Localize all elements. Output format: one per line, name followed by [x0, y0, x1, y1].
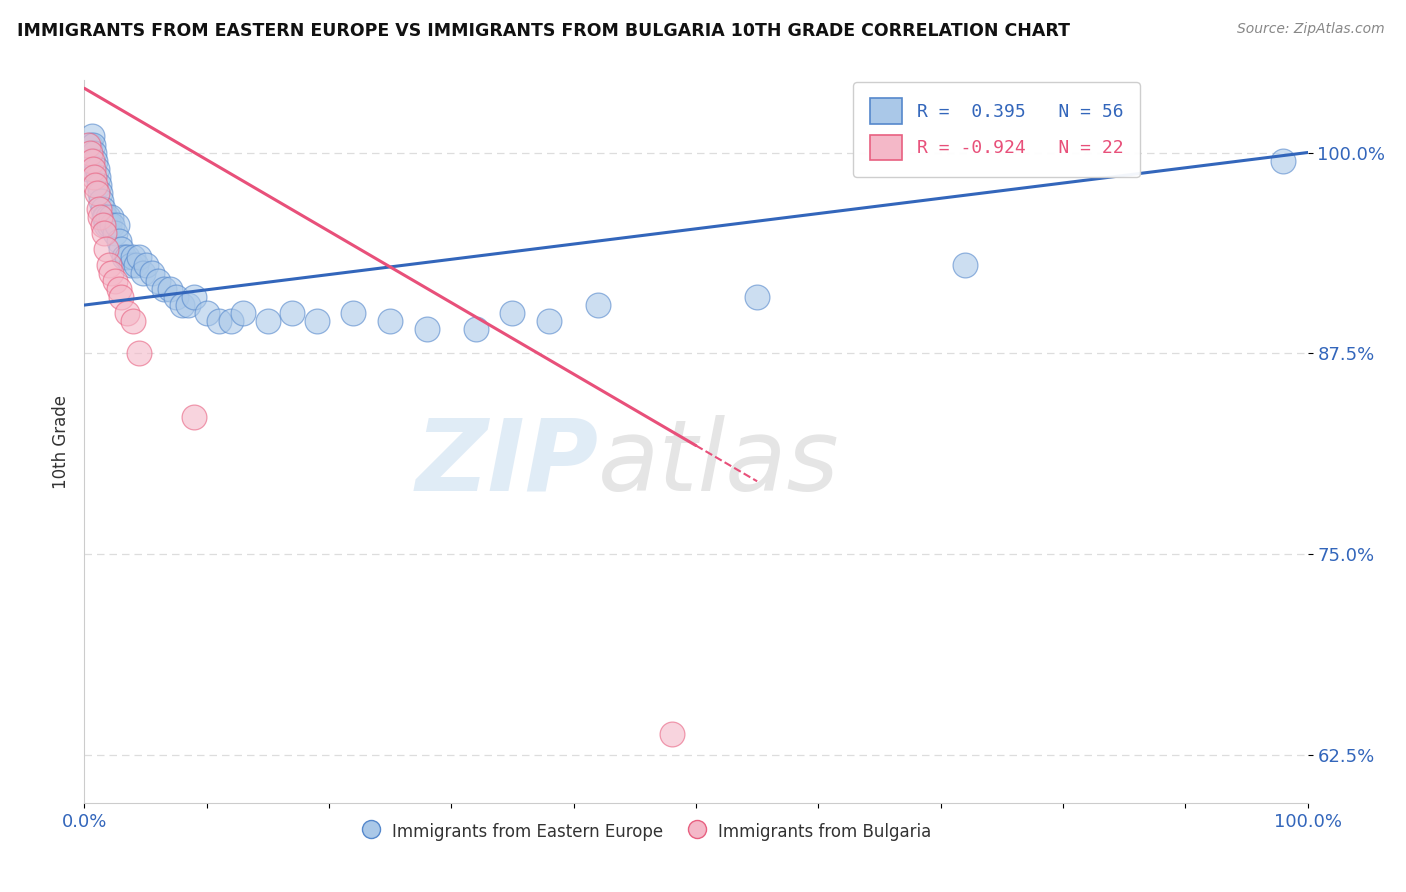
- Point: [159, 282, 181, 296]
- Point: [538, 314, 561, 328]
- Point: [84, 153, 107, 168]
- Point: [83, 145, 105, 160]
- Point: [84, 178, 107, 192]
- Point: [96, 218, 118, 232]
- Point: [257, 314, 280, 328]
- Point: [661, 727, 683, 741]
- Point: [380, 314, 402, 328]
- Point: [82, 137, 104, 152]
- Point: [100, 266, 122, 280]
- Point: [90, 194, 112, 208]
- Point: [97, 258, 120, 272]
- Point: [183, 410, 205, 425]
- Text: ZIP: ZIP: [415, 415, 598, 512]
- Point: [79, 145, 101, 160]
- Point: [83, 169, 105, 184]
- Point: [177, 298, 200, 312]
- Text: IMMIGRANTS FROM EASTERN EUROPE VS IMMIGRANTS FROM BULGARIA 10TH GRADE CORRELATIO: IMMIGRANTS FROM EASTERN EUROPE VS IMMIGR…: [17, 22, 1070, 40]
- Point: [122, 314, 145, 328]
- Point: [97, 210, 120, 224]
- Point: [112, 250, 135, 264]
- Point: [89, 210, 111, 224]
- Point: [153, 282, 176, 296]
- Point: [97, 218, 120, 232]
- Point: [120, 258, 142, 272]
- Legend: Immigrants from Eastern Europe, Immigrants from Bulgaria: Immigrants from Eastern Europe, Immigran…: [356, 815, 938, 848]
- Point: [953, 258, 976, 272]
- Point: [195, 306, 218, 320]
- Point: [82, 161, 104, 176]
- Point: [93, 210, 115, 224]
- Point: [107, 282, 129, 296]
- Text: atlas: atlas: [598, 415, 839, 512]
- Point: [91, 202, 114, 216]
- Point: [146, 274, 169, 288]
- Point: [115, 306, 138, 320]
- Text: Source: ZipAtlas.com: Source: ZipAtlas.com: [1237, 22, 1385, 37]
- Point: [93, 226, 115, 240]
- Point: [172, 298, 194, 312]
- Point: [94, 210, 117, 224]
- Point: [232, 306, 254, 320]
- Point: [80, 129, 103, 144]
- Point: [183, 290, 205, 304]
- Point: [132, 266, 155, 280]
- Point: [89, 186, 111, 200]
- Point: [100, 210, 122, 224]
- Point: [464, 322, 486, 336]
- Point: [80, 153, 103, 168]
- Point: [110, 242, 132, 256]
- Point: [86, 186, 108, 200]
- Point: [416, 322, 439, 336]
- Point: [86, 161, 108, 176]
- Point: [115, 250, 138, 264]
- Point: [87, 202, 110, 216]
- Point: [105, 218, 128, 232]
- Point: [128, 250, 150, 264]
- Point: [141, 266, 163, 280]
- Point: [104, 226, 127, 240]
- Point: [219, 314, 242, 328]
- Point: [107, 234, 129, 248]
- Point: [101, 218, 124, 232]
- Point: [104, 274, 127, 288]
- Point: [1272, 153, 1295, 168]
- Point: [96, 242, 118, 256]
- Point: [281, 306, 304, 320]
- Y-axis label: 10th Grade: 10th Grade: [52, 394, 70, 489]
- Point: [91, 218, 114, 232]
- Point: [125, 258, 148, 272]
- Point: [77, 161, 100, 176]
- Point: [208, 314, 231, 328]
- Point: [747, 290, 769, 304]
- Point: [128, 346, 150, 360]
- Point: [586, 298, 609, 312]
- Point: [305, 314, 328, 328]
- Point: [135, 258, 157, 272]
- Point: [502, 306, 524, 320]
- Point: [87, 178, 110, 192]
- Point: [110, 290, 132, 304]
- Point: [122, 250, 145, 264]
- Point: [77, 137, 100, 152]
- Point: [342, 306, 364, 320]
- Point: [79, 137, 101, 152]
- Point: [165, 290, 187, 304]
- Point: [87, 169, 110, 184]
